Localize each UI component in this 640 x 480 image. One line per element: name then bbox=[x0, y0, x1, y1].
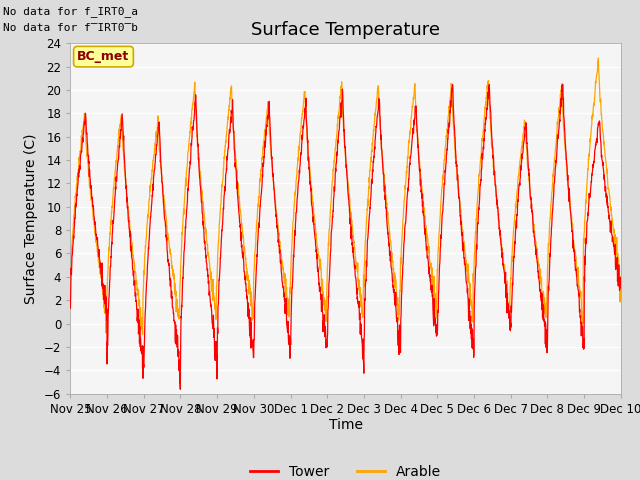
Y-axis label: Surface Temperature (C): Surface Temperature (C) bbox=[24, 133, 38, 304]
Text: No data for f_IRT0_a: No data for f_IRT0_a bbox=[3, 6, 138, 17]
Text: BC_met: BC_met bbox=[77, 50, 129, 63]
Text: No data for f̅IRT0̅b: No data for f̅IRT0̅b bbox=[3, 23, 138, 33]
Legend: Tower, Arable: Tower, Arable bbox=[244, 460, 447, 480]
Title: Surface Temperature: Surface Temperature bbox=[251, 21, 440, 39]
X-axis label: Time: Time bbox=[328, 419, 363, 432]
